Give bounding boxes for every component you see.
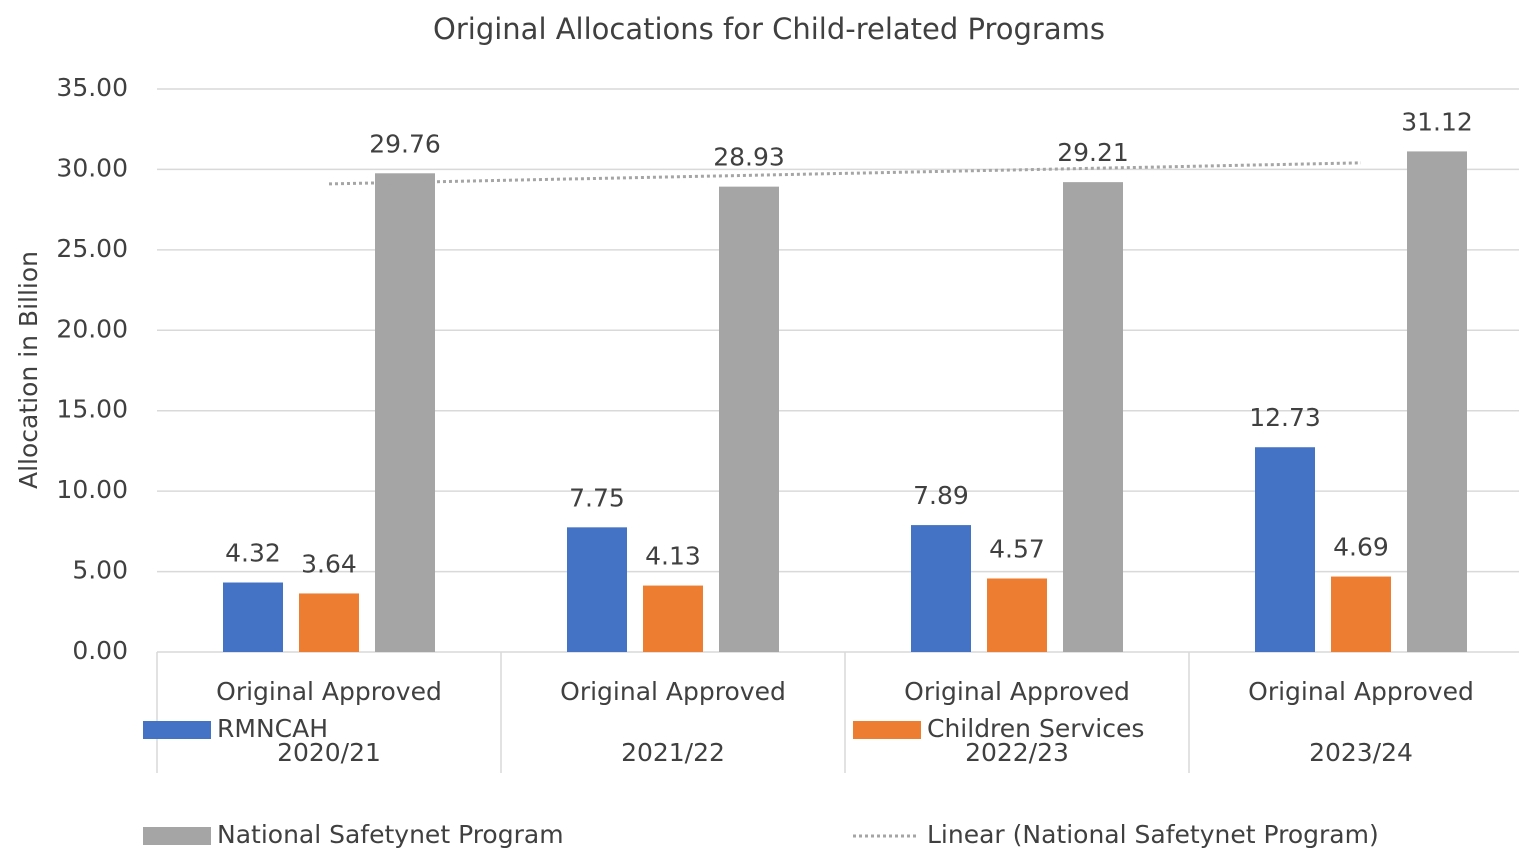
- data-label: 4.13: [645, 542, 701, 571]
- legend-swatch: [143, 721, 211, 739]
- x-tick-label: Original Approved: [1248, 677, 1474, 706]
- bar: [911, 525, 971, 652]
- data-label: 3.64: [301, 549, 357, 578]
- data-label: 4.69: [1333, 533, 1389, 562]
- data-label: 4.32: [225, 539, 281, 568]
- bar: [987, 578, 1047, 652]
- y-tick-label: 20.00: [56, 314, 128, 343]
- x-tick-label: Original Approved: [560, 677, 786, 706]
- data-label: 12.73: [1249, 403, 1321, 432]
- data-label: 29.76: [369, 129, 441, 158]
- bar: [719, 186, 779, 652]
- data-label: 29.21: [1057, 138, 1129, 167]
- data-label: 7.75: [569, 483, 625, 512]
- bar: [375, 173, 435, 653]
- legend-label: National Safetynet Program: [217, 820, 564, 849]
- legend-label: RMNCAH: [217, 714, 328, 743]
- y-tick-label: 30.00: [56, 153, 128, 182]
- y-tick-label: 5.00: [72, 556, 128, 585]
- data-label: 31.12: [1401, 107, 1473, 136]
- y-tick-label: 0.00: [72, 636, 128, 665]
- legend-label: Children Services: [927, 714, 1144, 743]
- bar: [1063, 182, 1123, 652]
- bar: [223, 582, 283, 652]
- bar: [1331, 576, 1391, 652]
- x-tick-label: Original Approved: [216, 677, 442, 706]
- legend-swatch: [853, 721, 921, 739]
- bar: [299, 593, 359, 652]
- data-label: 7.89: [913, 481, 969, 510]
- data-label: 28.93: [713, 143, 785, 172]
- x-tick-label: 2020/21: [277, 738, 381, 767]
- y-tick-label: 25.00: [56, 234, 128, 263]
- legend-label: Linear (National Safetynet Program): [927, 820, 1379, 849]
- bar: [1255, 447, 1315, 652]
- bar: [567, 527, 627, 652]
- chart-title: Original Allocations for Child-related P…: [433, 12, 1105, 46]
- x-tick-label: 2023/24: [1309, 738, 1413, 767]
- x-tick-label: 2021/22: [621, 738, 725, 767]
- trendline: [328, 161, 1362, 186]
- bar: [1407, 151, 1467, 652]
- y-tick-label: 10.00: [56, 475, 128, 504]
- legend-swatch: [143, 827, 211, 845]
- x-tick-label: Original Approved: [904, 677, 1130, 706]
- x-tick-label: 2022/23: [965, 738, 1069, 767]
- bar: [643, 585, 703, 652]
- y-tick-label: 15.00: [56, 395, 128, 424]
- y-axis-label: Allocation in Billion: [14, 251, 43, 489]
- data-label: 4.57: [989, 534, 1045, 563]
- y-tick-label: 35.00: [56, 73, 128, 102]
